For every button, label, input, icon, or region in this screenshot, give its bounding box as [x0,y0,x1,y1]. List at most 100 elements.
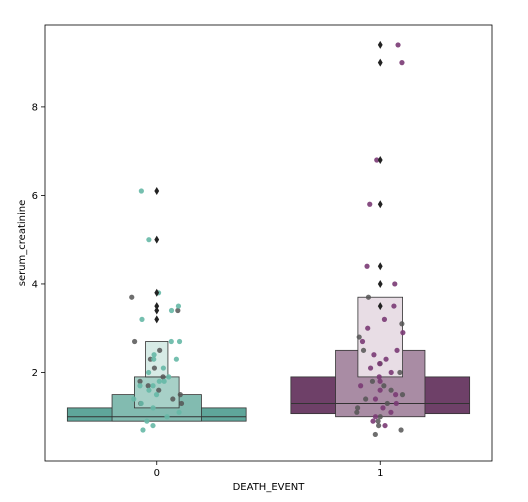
swarm-point [137,383,143,389]
swarm-point [144,418,150,424]
swarm-point [140,427,146,433]
y-axis: 2 4 6 8 [32,102,45,379]
outlier-marker [377,156,383,165]
swarm-point [356,334,362,340]
outlier-marker [154,235,160,244]
swarm-point [381,383,387,389]
y-tick-label: 8 [32,102,38,113]
swarm-point [175,303,182,309]
swarm-point [160,365,166,371]
swarm-point [381,316,388,322]
swarm-point [377,361,383,367]
swarm-point [383,356,389,362]
swarm-point [150,383,156,389]
swarm-point [170,396,176,402]
plot-frame [44,24,493,462]
swarm-point [399,392,406,398]
swarm-point [388,369,394,376]
swarm-point [374,157,380,163]
swarm-point [377,414,383,420]
swarm-point [376,374,382,380]
outlier-marker [377,279,383,288]
outlier-marker [377,40,383,49]
swarm-point [397,369,403,376]
swarm-point [156,387,162,393]
y-tick-label: 4 [32,279,38,290]
swarm-point [145,369,152,376]
swarm-point [367,201,373,207]
swarm-point [398,427,404,433]
swarm-point [399,321,405,327]
swarm-point [177,392,183,398]
swarm-point [391,303,397,309]
outlier-marker [154,315,160,324]
swarm-point [371,352,377,358]
swarm-point [173,356,179,362]
swarm-point [388,409,394,415]
outlier-marker [377,58,383,67]
swarm-point [139,316,145,322]
outlier-marker [377,200,383,209]
swarm-point [137,378,143,384]
swarm-point [131,396,137,402]
swarm-point [360,347,367,353]
swarm-point [400,330,406,336]
outlier-marker [154,186,160,195]
swarm-point [367,365,374,371]
swarm-point [388,387,394,393]
swarm-point [150,405,156,411]
outlier-marker [377,262,383,271]
swarm-point [354,409,360,415]
swarm-point [138,400,144,407]
swarm-point [395,42,401,48]
swarm-point [369,378,376,384]
swarm-point [384,400,390,407]
outlier-marker [154,288,160,297]
swarm-point [364,263,370,269]
swarm-point [129,294,135,300]
swarm-point [175,307,181,314]
swarm-point [358,383,364,389]
swarm-point [392,281,398,287]
swarm-point [146,387,152,393]
y-axis-label: serum_creatinine [17,200,28,287]
swarm-point [399,60,405,66]
swarm-point [363,396,369,402]
swarm-point [168,307,175,314]
outlier-marker [154,302,160,311]
swarm-point [372,431,378,438]
swarm-point [393,392,399,398]
swarm-point [138,188,144,194]
swarm-point [176,338,183,345]
swarm-point [168,338,174,345]
swarm-point [375,418,381,424]
swarm-point [359,338,366,345]
x-axis-label: DEATH_EVENT [233,482,306,493]
swarm-point [377,387,383,393]
swarm-point [166,374,172,380]
swarm-point [355,405,361,411]
swarm-point [365,294,372,300]
swarm-point [153,392,160,398]
swarm-point [382,422,388,429]
swarm-point [160,374,166,380]
swarm-point [365,325,371,331]
swarm-point [394,347,400,353]
swarm-point [164,414,170,420]
swarm-point [380,405,386,411]
swarm-point [151,356,157,362]
swarm-point [393,400,399,407]
outlier-layer [154,40,383,324]
swarm-point [132,338,138,345]
outlier-marker [377,302,383,311]
swarm-point [376,422,382,429]
swarm-point [150,422,156,429]
swarm-point [157,347,163,353]
x-tick-label: 1 [377,468,383,479]
swarm-point [377,378,383,384]
swarm-point [161,378,167,384]
swarm-point [178,400,185,407]
swarm-point [372,396,379,402]
